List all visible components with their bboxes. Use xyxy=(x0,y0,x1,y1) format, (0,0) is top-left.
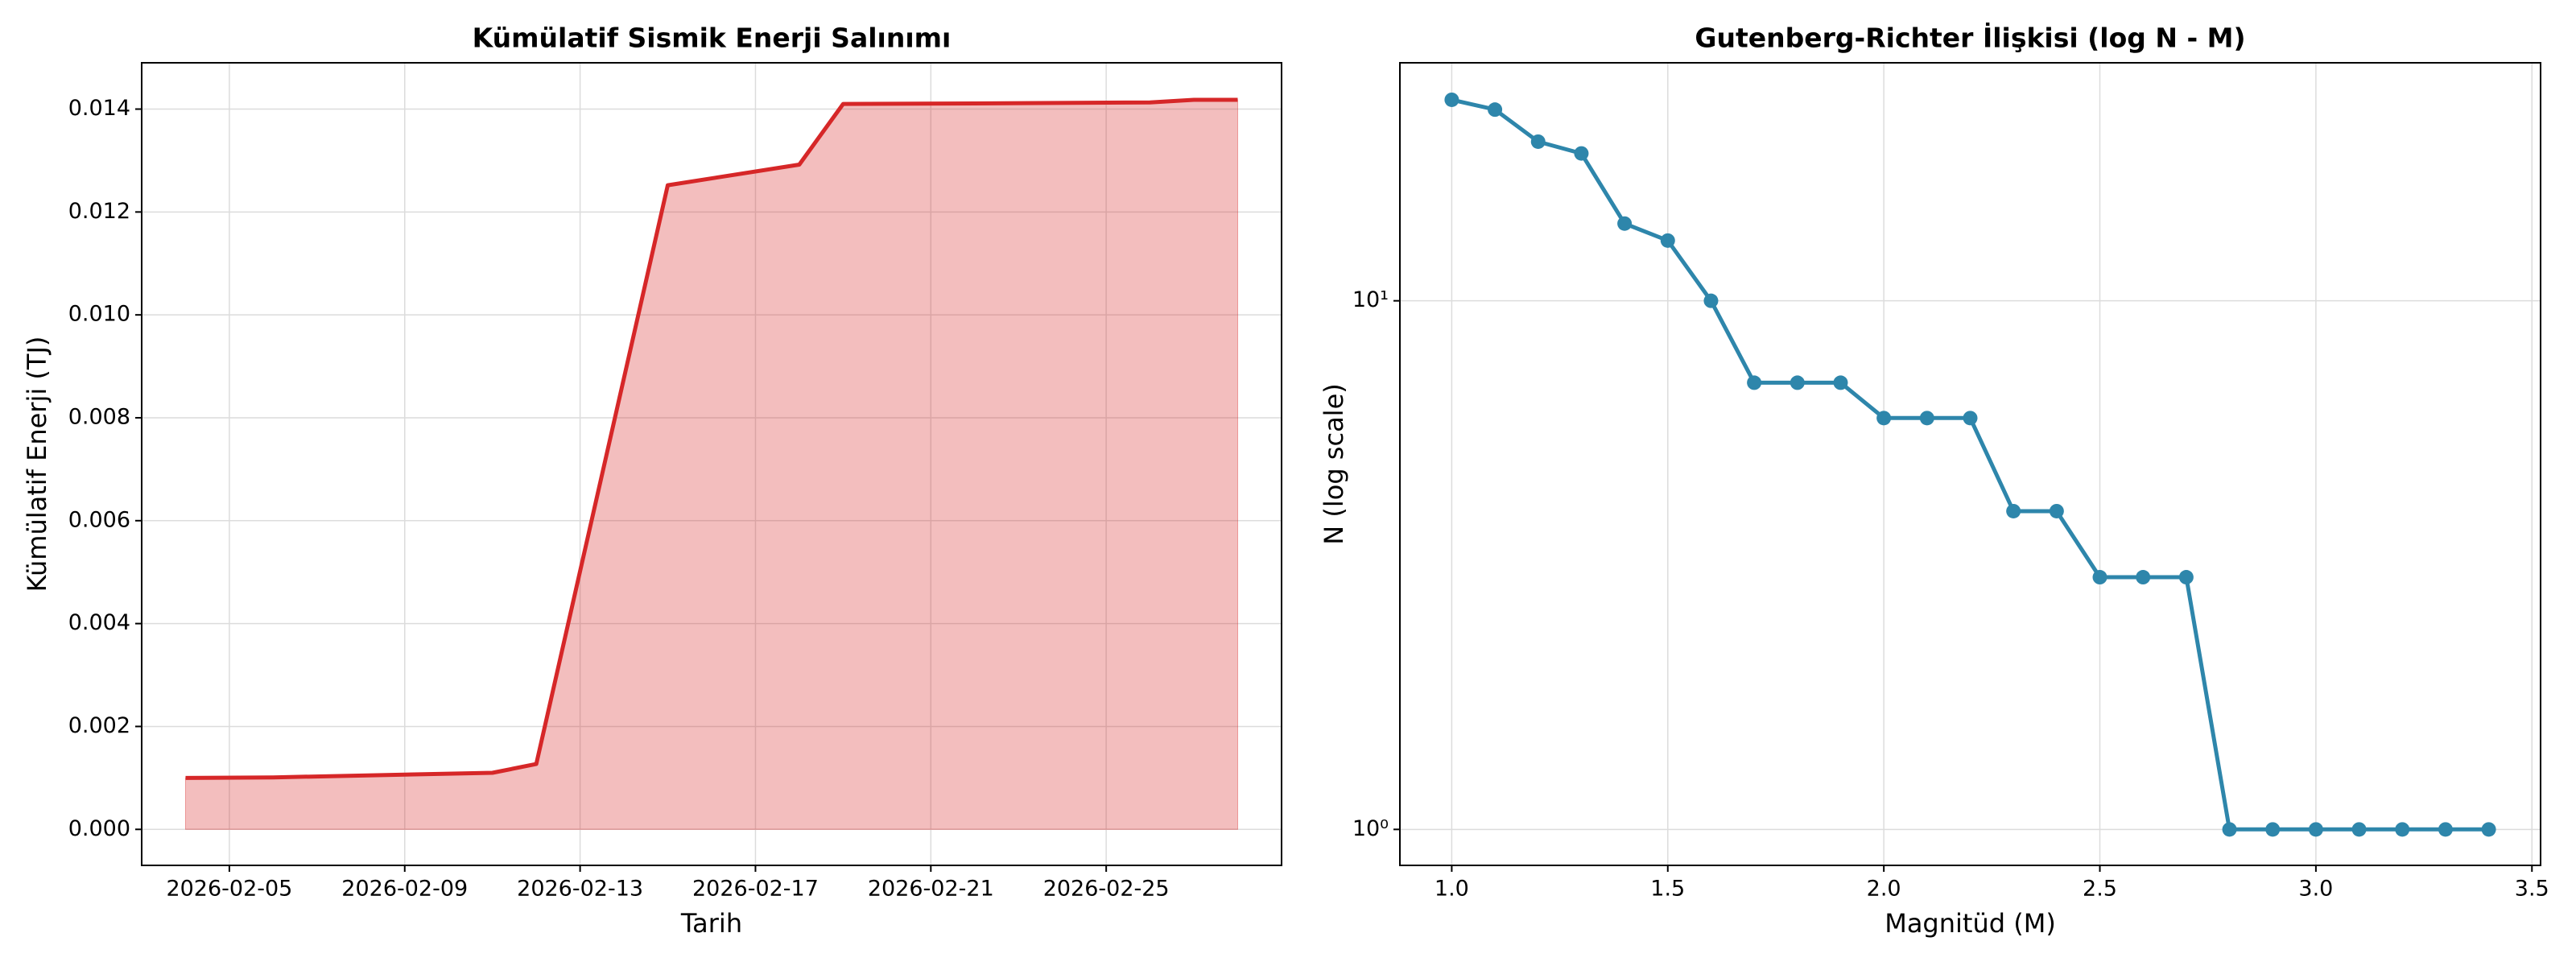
y-tick-label: 0.004 xyxy=(68,610,130,635)
marker xyxy=(1919,411,1934,426)
y-tick-label: 10⁰ xyxy=(1352,816,1389,841)
y-tick-label: 0.006 xyxy=(68,507,130,532)
marker xyxy=(1747,375,1762,390)
marker xyxy=(1617,216,1633,231)
marker xyxy=(2006,503,2021,518)
plot-frame xyxy=(141,62,1282,866)
y-tick-label: 0.008 xyxy=(68,404,130,429)
marker xyxy=(1488,102,1503,118)
x-tick-label: 3.5 xyxy=(2515,877,2549,902)
marker xyxy=(1790,375,1805,390)
y-axis-label: Kümülatif Enerji (TJ) xyxy=(22,336,52,592)
y-axis-label: N (log scale) xyxy=(1319,383,1349,544)
x-axis-label: Tarih xyxy=(680,908,742,939)
marker xyxy=(2351,822,2367,837)
marker xyxy=(2481,822,2496,837)
plot-frame xyxy=(1399,62,2541,866)
marker xyxy=(1660,233,1675,248)
x-tick-label: 2026-02-05 xyxy=(166,877,292,902)
marker xyxy=(2092,570,2107,585)
marker xyxy=(1444,92,1459,107)
x-tick-label: 2.5 xyxy=(2083,877,2117,902)
x-tick-label: 1.0 xyxy=(1435,877,1469,902)
chart-title: Kümülatif Sismik Enerji Salınımı xyxy=(473,23,952,54)
x-tick-label: 1.5 xyxy=(1650,877,1685,902)
y-tick-label: 10¹ xyxy=(1352,287,1389,312)
marker xyxy=(1703,293,1719,308)
line xyxy=(185,97,1238,780)
marker xyxy=(2265,822,2281,837)
area-fill xyxy=(185,99,1238,830)
marker xyxy=(2308,822,2323,837)
chart-title: Gutenberg-Richter İlişkisi (log N - M) xyxy=(1695,22,2245,54)
marker xyxy=(2222,822,2237,837)
marker xyxy=(2136,570,2151,585)
y-tick-label: 0.000 xyxy=(68,816,130,841)
x-tick-label: 2026-02-21 xyxy=(868,877,994,902)
x-tick-label: 2026-02-09 xyxy=(341,877,468,902)
x-tick-label: 3.0 xyxy=(2298,877,2333,902)
line xyxy=(1451,97,2489,832)
y-tick-label: 0.010 xyxy=(68,302,130,327)
marker xyxy=(2178,570,2194,585)
marker xyxy=(2438,822,2453,837)
x-tick-label: 2026-02-13 xyxy=(517,877,643,902)
y-tick-label: 0.014 xyxy=(68,96,130,121)
marker xyxy=(1530,134,1546,149)
marker xyxy=(1963,411,1978,426)
x-axis-label: Magnitüd (M) xyxy=(1885,908,2056,939)
y-tick-label: 0.012 xyxy=(68,199,130,224)
y-tick-label: 0.002 xyxy=(68,713,130,738)
marker xyxy=(1833,375,1848,390)
marker xyxy=(1574,146,1589,161)
marker xyxy=(1876,411,1892,426)
marker xyxy=(2395,822,2410,837)
marker xyxy=(2049,503,2064,518)
x-tick-label: 2.0 xyxy=(1867,877,1901,902)
x-tick-label: 2026-02-17 xyxy=(692,877,819,902)
x-tick-label: 2026-02-25 xyxy=(1043,877,1170,902)
